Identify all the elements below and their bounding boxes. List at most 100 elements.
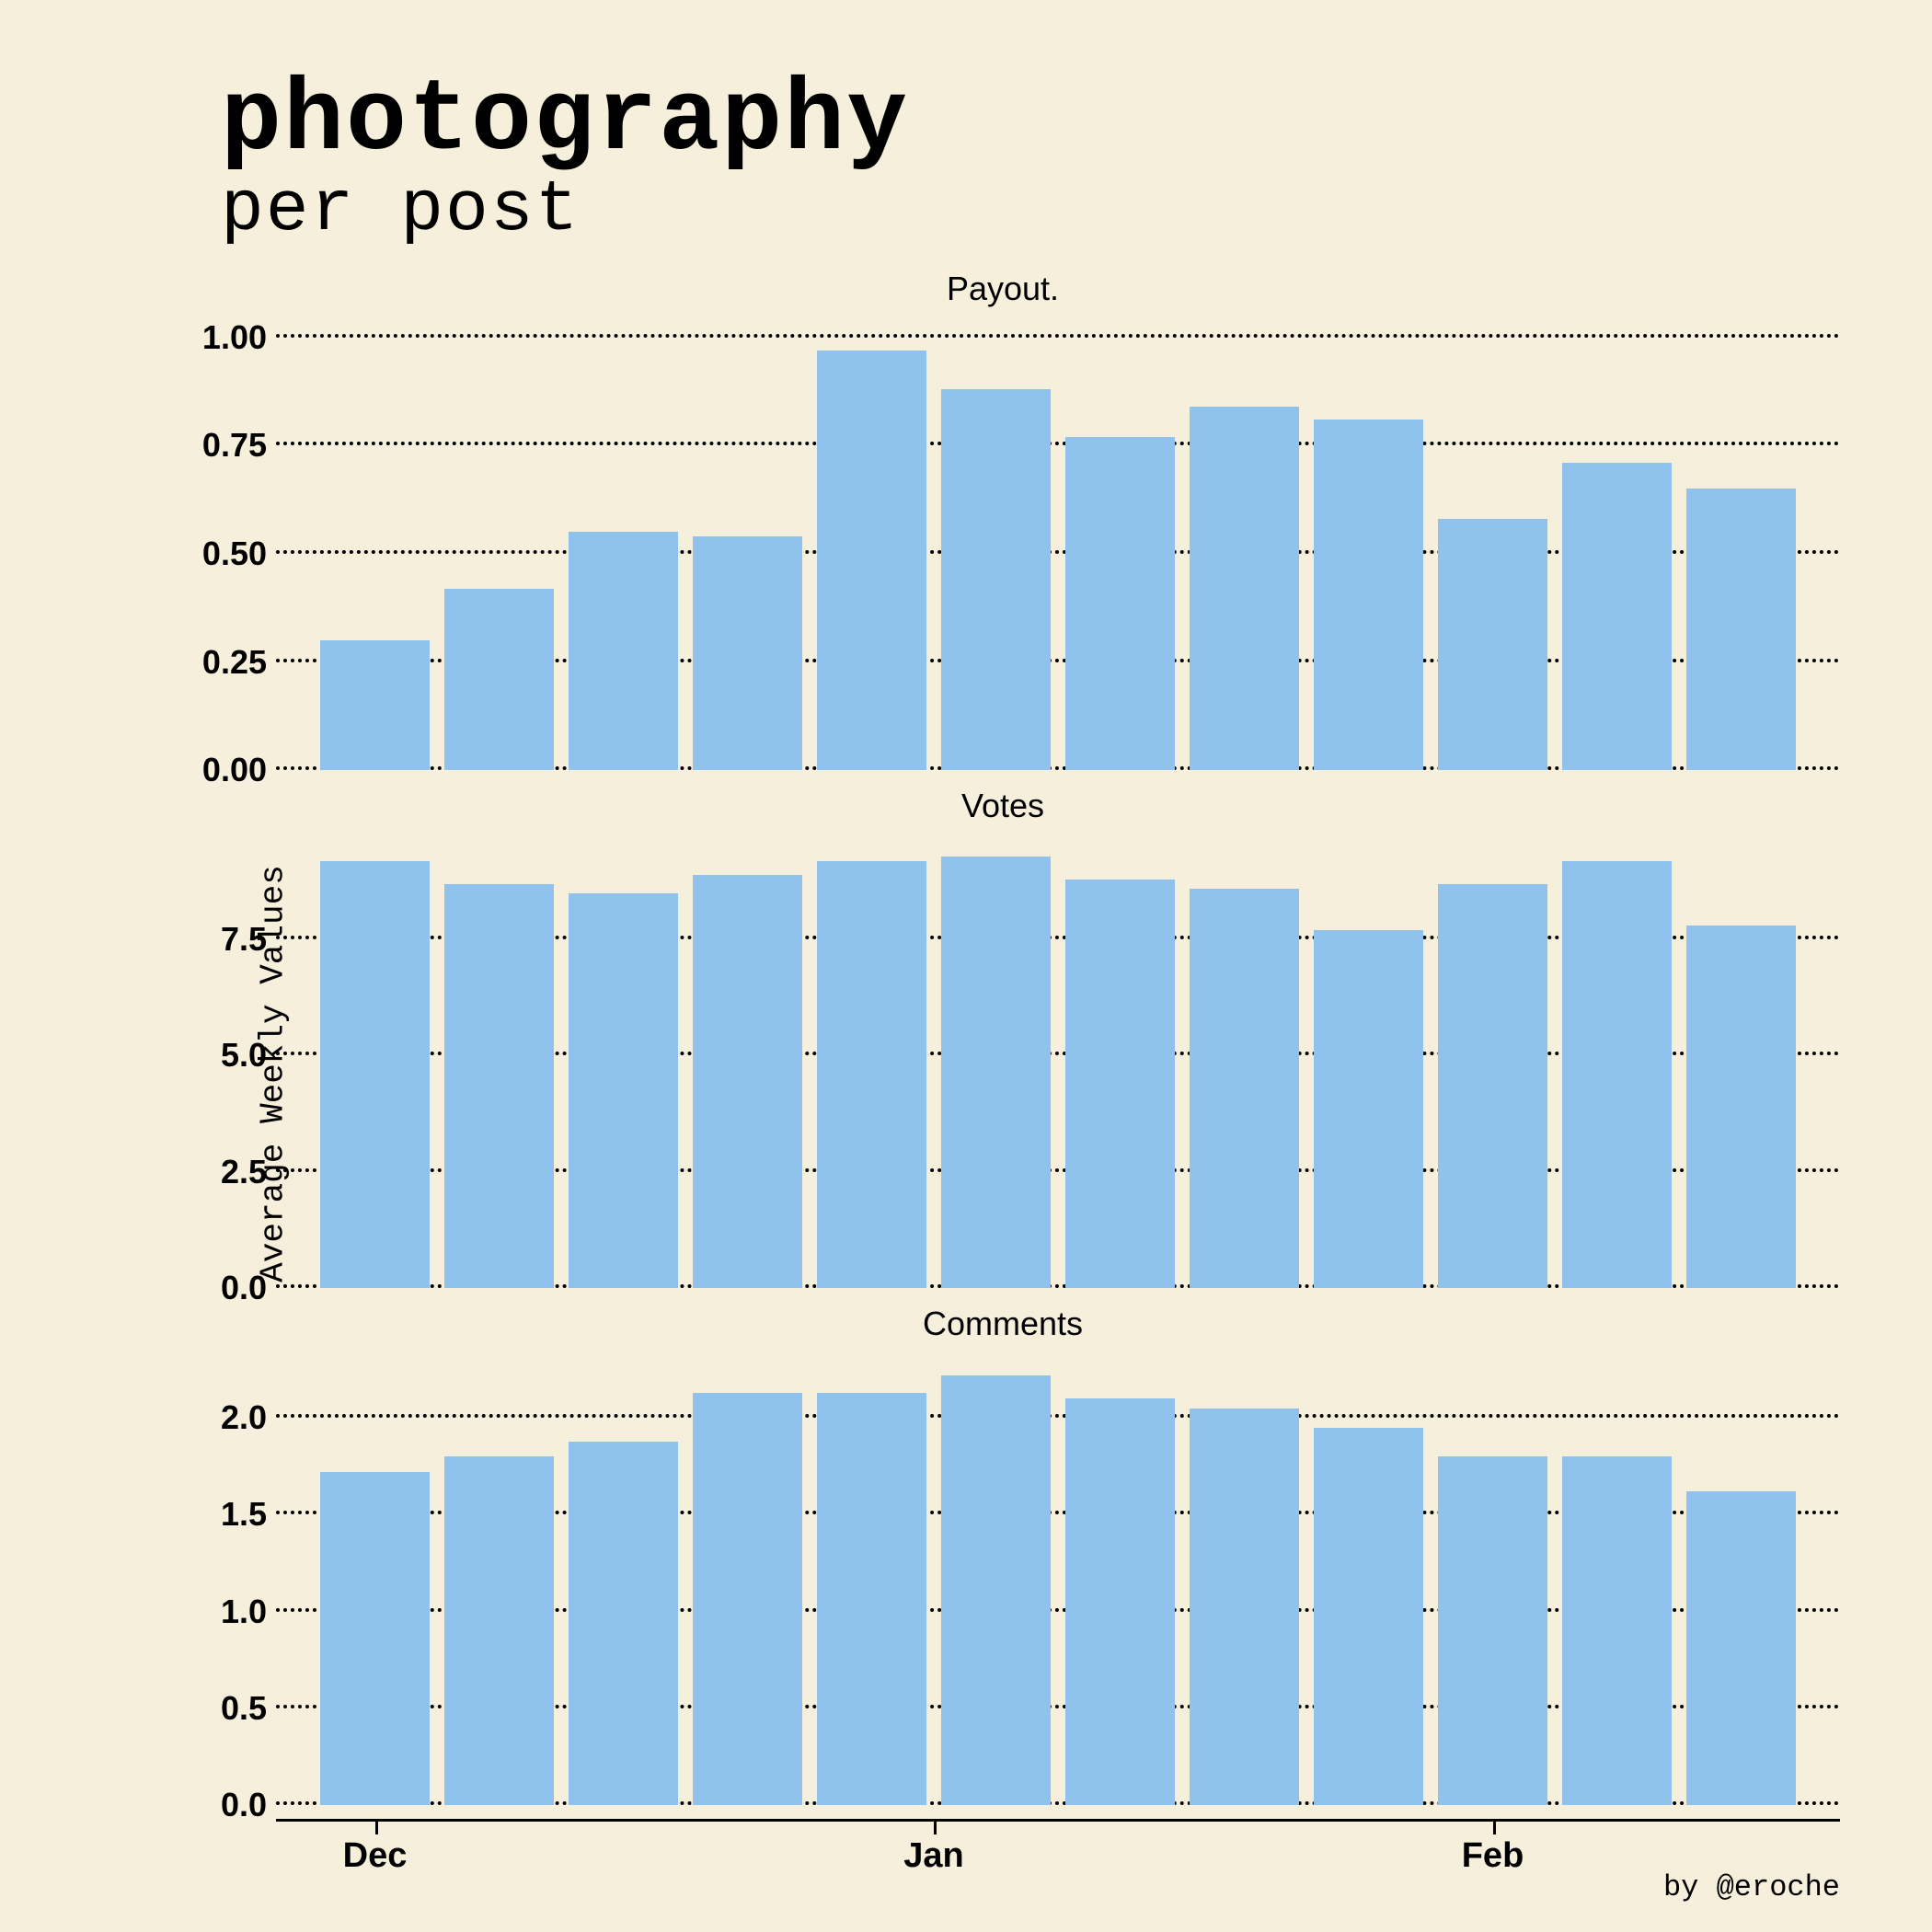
y-tick-label: 0.0 xyxy=(221,1269,267,1307)
plot-area xyxy=(276,1351,1840,1805)
x-tick-label: Jan xyxy=(903,1836,963,1876)
x-ticks: DecJanFeb xyxy=(276,1822,1840,1877)
bar xyxy=(1314,420,1423,770)
plot-area xyxy=(276,316,1840,770)
bar-slot xyxy=(934,316,1058,770)
chart-title: Comments xyxy=(166,1305,1840,1343)
bar-slot xyxy=(1306,316,1431,770)
main-title: photography xyxy=(221,64,1840,179)
bar xyxy=(320,640,430,770)
bar-slot xyxy=(1431,1351,1555,1805)
bar xyxy=(693,536,802,770)
bar xyxy=(569,1442,678,1805)
bar-slot xyxy=(1555,833,1679,1287)
y-tick-label: 0.0 xyxy=(221,1786,267,1824)
bar-slot xyxy=(810,316,934,770)
y-tick-label: 0.25 xyxy=(202,643,267,682)
bar xyxy=(320,1472,430,1805)
bar xyxy=(1190,1409,1299,1805)
x-tick-label: Feb xyxy=(1462,1836,1524,1876)
bar-slot xyxy=(1058,1351,1182,1805)
bar xyxy=(320,861,430,1288)
bar xyxy=(1438,1456,1547,1805)
bar xyxy=(1686,926,1796,1287)
bar xyxy=(444,589,554,771)
bar-slot xyxy=(1679,316,1803,770)
subtitle: per post xyxy=(221,170,1840,251)
bar xyxy=(1065,880,1175,1288)
chart-panel-comments: Comments0.00.51.01.52.0 xyxy=(166,1305,1840,1805)
bar-slot xyxy=(1182,1351,1306,1805)
bar xyxy=(941,389,1051,770)
bar xyxy=(1190,889,1299,1288)
bar xyxy=(941,857,1051,1288)
bar-slot xyxy=(1182,316,1306,770)
chart-body: 0.000.250.500.751.00 xyxy=(166,316,1840,770)
bar-slot xyxy=(1679,1351,1803,1805)
bar xyxy=(1562,463,1672,770)
bar xyxy=(693,875,802,1288)
bar-slot xyxy=(1058,833,1182,1287)
bar xyxy=(1438,884,1547,1288)
bar xyxy=(1065,437,1175,771)
y-tick-label: 2.0 xyxy=(221,1398,267,1437)
bar-slot xyxy=(437,833,561,1287)
plot-area xyxy=(276,833,1840,1287)
bar-slot xyxy=(1306,1351,1431,1805)
bar xyxy=(444,1456,554,1805)
bar-slot xyxy=(1182,833,1306,1287)
chart-panel-payout: Payout.0.000.250.500.751.00 xyxy=(166,270,1840,770)
bar xyxy=(1686,489,1796,770)
y-tick-label: 0.75 xyxy=(202,426,267,465)
bar xyxy=(444,884,554,1288)
y-tick-label: 2.5 xyxy=(221,1153,267,1191)
x-tick-mark xyxy=(1493,1822,1496,1834)
y-tick-label: 1.0 xyxy=(221,1593,267,1631)
x-tick-mark xyxy=(934,1822,937,1834)
bar-slot xyxy=(1306,833,1431,1287)
y-tick-label: 7.5 xyxy=(221,920,267,959)
bar-slot xyxy=(561,833,685,1287)
charts-area: Average Weekly Values Payout.0.000.250.5… xyxy=(92,270,1840,1877)
bar xyxy=(569,893,678,1288)
bar xyxy=(1190,407,1299,770)
bar xyxy=(693,1393,802,1805)
bar-slot xyxy=(685,833,810,1287)
bar-slot xyxy=(1058,316,1182,770)
bar-slot xyxy=(1555,316,1679,770)
bar xyxy=(1314,1428,1423,1805)
y-tick-label: 1.5 xyxy=(221,1495,267,1534)
bar-slot xyxy=(810,1351,934,1805)
y-ticks: 0.000.250.500.751.00 xyxy=(166,316,276,770)
header: photography per post xyxy=(92,64,1840,251)
y-ticks: 0.00.51.01.52.0 xyxy=(166,1351,276,1805)
bar xyxy=(817,1393,926,1805)
bars-container xyxy=(276,316,1840,770)
bar-slot xyxy=(810,833,934,1287)
bar-slot xyxy=(437,1351,561,1805)
bar-slot xyxy=(313,1351,437,1805)
y-tick-label: 0.00 xyxy=(202,751,267,789)
bar xyxy=(1438,519,1547,770)
page: photography per post Average Weekly Valu… xyxy=(0,0,1932,1932)
y-ticks: 0.02.55.07.5 xyxy=(166,833,276,1287)
bar xyxy=(1562,861,1672,1288)
bar-slot xyxy=(685,1351,810,1805)
chart-title: Votes xyxy=(166,787,1840,825)
bar-slot xyxy=(1679,833,1803,1287)
bar xyxy=(817,861,926,1288)
bar-slot xyxy=(1431,316,1555,770)
bar-slot xyxy=(934,1351,1058,1805)
bar xyxy=(941,1375,1051,1805)
y-tick-label: 1.00 xyxy=(202,318,267,357)
y-tick-label: 5.0 xyxy=(221,1036,267,1075)
bar-slot xyxy=(561,316,685,770)
chart-body: 0.00.51.01.52.0 xyxy=(166,1351,1840,1805)
bar xyxy=(1314,930,1423,1287)
bar-slot xyxy=(934,833,1058,1287)
bar-slot xyxy=(437,316,561,770)
bar-slot xyxy=(1431,833,1555,1287)
bar-slot xyxy=(1555,1351,1679,1805)
bar xyxy=(1562,1456,1672,1805)
chart-panel-votes: Votes0.02.55.07.5 xyxy=(166,787,1840,1287)
